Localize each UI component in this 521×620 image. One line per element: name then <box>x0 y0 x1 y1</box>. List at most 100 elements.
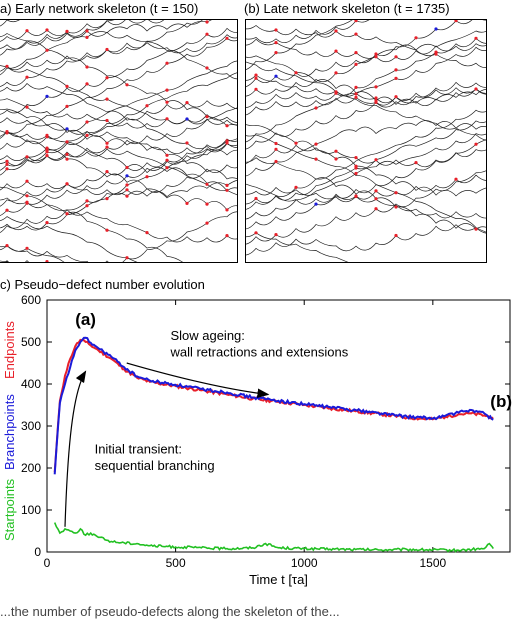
annotation-initial-transient-title: Initial transient: <box>95 441 182 456</box>
skeleton-defect-dot <box>125 183 129 187</box>
skeleton-wall-line <box>0 20 115 42</box>
late-network-skeleton-image <box>245 19 487 263</box>
skeleton-defect-dot <box>254 196 258 201</box>
skeleton-defect-dot <box>105 76 109 80</box>
skeleton-wall-line <box>246 87 486 150</box>
skeleton-defect-dot <box>354 156 358 160</box>
skeleton-defect-dot <box>334 49 338 53</box>
skeleton-defect-dot <box>225 36 229 40</box>
skeleton-defect-dot <box>254 231 258 235</box>
skeleton-wall-line <box>0 148 237 196</box>
skeleton-wall-line <box>0 72 237 171</box>
skeleton-wall-line <box>0 186 183 262</box>
skeleton-defect-dot <box>374 52 378 56</box>
skeleton-defect-dot <box>474 227 478 231</box>
skeleton-defect-dot <box>314 157 318 161</box>
skeleton-defect-dot <box>294 71 298 75</box>
skeleton-defect-dot <box>354 95 358 99</box>
skeleton-defect-dot <box>85 120 89 124</box>
skeleton-defect-dot <box>394 205 398 209</box>
skeleton-defect-dot <box>225 183 229 187</box>
skeleton-wall-line <box>0 138 237 216</box>
skeleton-defect-dot <box>225 208 229 212</box>
x-tick-label: 500 <box>166 556 186 570</box>
annotation-slow-ageing-detail: wall retractions and extensions <box>169 345 348 360</box>
skeleton-defect-dot <box>25 194 29 198</box>
skeleton-wall-line <box>246 20 486 88</box>
skeleton-defect-dot <box>65 157 69 161</box>
skeleton-defect-dot <box>105 118 109 123</box>
skeleton-defect-dot <box>474 142 478 146</box>
skeleton-defect-dot <box>205 202 209 206</box>
skeleton-wall-line <box>0 60 237 150</box>
skeleton-defect-dot <box>374 189 378 193</box>
skeleton-defect-dot <box>414 161 418 165</box>
skeleton-wall-line <box>5 260 49 262</box>
skeleton-wall-line <box>0 30 237 80</box>
skeleton-defect-dot <box>145 231 149 235</box>
skeleton-defect-dot <box>105 145 109 149</box>
skeleton-defect-dot <box>374 158 378 162</box>
skeleton-wall-line <box>246 139 486 230</box>
skeleton-wall-line <box>0 20 165 56</box>
skeleton-wall-line <box>0 117 237 155</box>
skeleton-defect-dot <box>205 221 209 225</box>
skeleton-defect-dot <box>354 166 358 170</box>
plot-frame <box>46 299 511 553</box>
skeleton-defect-dot <box>125 188 129 192</box>
annotation-label-b: (b) <box>490 392 512 411</box>
skeleton-defect-dot <box>145 175 149 179</box>
skeleton-defect-dot <box>274 141 278 146</box>
skeleton-wall-line <box>0 37 237 139</box>
skeleton-defect-dot <box>205 20 209 24</box>
skeleton-defect-dot <box>45 260 49 262</box>
skeleton-defect-dot <box>125 174 129 178</box>
skeleton-defect-dot <box>105 97 109 101</box>
skeleton-defect-dot <box>185 101 189 105</box>
skeleton-defect-dot <box>105 197 109 201</box>
skeleton-defect-dot <box>314 142 318 146</box>
skeleton-defect-dot <box>205 32 209 36</box>
annotation-label-a: (a) <box>75 310 96 329</box>
skeleton-wall-line <box>0 107 237 166</box>
skeleton-defect-dot <box>165 88 169 92</box>
panel-b-title: (b) Late network skeleton (t = 1735) <box>244 1 450 16</box>
skeleton-defect-dot <box>394 233 398 238</box>
skeleton-wall-line <box>0 98 237 129</box>
skeleton-defect-dot <box>394 95 398 99</box>
skeleton-defect-dot <box>294 141 298 145</box>
skeleton-defect-dot <box>45 146 49 150</box>
skeleton-defect-dot <box>334 71 338 75</box>
skeleton-defect-dot <box>5 159 9 163</box>
skeleton-defect-dot <box>474 87 478 91</box>
skeleton-defect-dot <box>394 68 398 72</box>
skeleton-defect-dot <box>105 141 109 145</box>
skeleton-defect-dot <box>454 177 458 181</box>
skeleton-defect-dot <box>205 182 209 186</box>
skeleton-defect-dot <box>25 179 29 183</box>
skeleton-defect-dot <box>225 234 229 238</box>
skeleton-defect-dot <box>85 133 89 137</box>
skeleton-defect-dot <box>354 32 358 36</box>
skeleton-defect-dot <box>65 104 69 108</box>
skeleton-defect-dot <box>314 106 318 110</box>
skeleton-defect-dot <box>354 92 358 96</box>
y-tick-label: 100 <box>21 503 41 517</box>
skeleton-defect-dot <box>254 87 258 91</box>
skeleton-defect-dot <box>85 82 89 86</box>
skeleton-wall-line <box>0 65 237 126</box>
series-layer <box>53 336 494 553</box>
skeleton-defect-dot <box>334 149 338 153</box>
axes: 0 100 200 300 400 500 600 0 500 1000 1500 <box>21 293 511 570</box>
skeleton-wall-line <box>246 20 370 44</box>
skeleton-defect-dot <box>185 201 189 205</box>
skeleton-defect-dot <box>374 55 378 59</box>
skeleton-defect-dot <box>5 244 9 248</box>
skeleton-defect-dot <box>374 85 378 89</box>
skeleton-defect-dot <box>394 191 398 195</box>
skeleton-defect-dot <box>65 84 69 88</box>
skeleton-defect-dot <box>145 104 149 108</box>
skeleton-wall-line <box>246 61 486 141</box>
skeleton-defect-dot <box>45 48 49 52</box>
skeleton-defect-dot <box>45 28 49 32</box>
